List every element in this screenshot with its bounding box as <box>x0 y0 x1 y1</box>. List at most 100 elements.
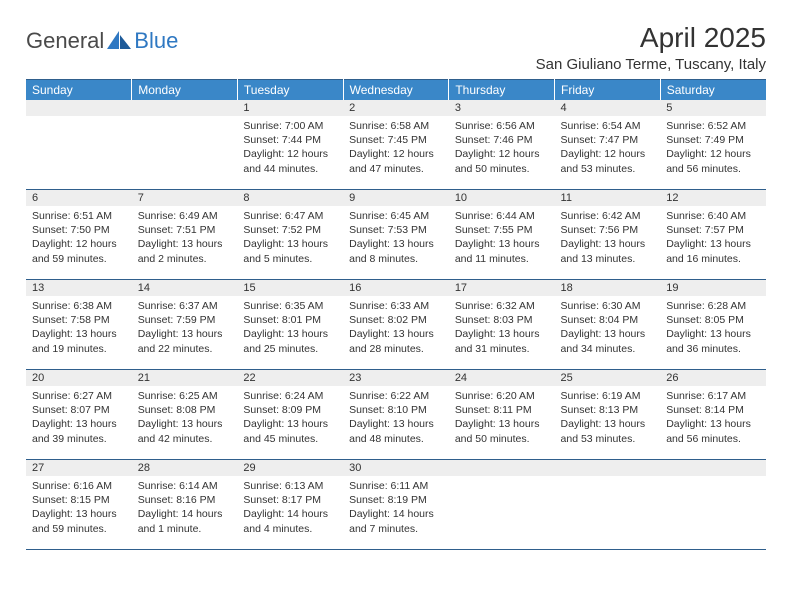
calendar-day-cell: 23 Sunrise: 6:22 AMSunset: 8:10 PMDayligh… <box>343 370 449 460</box>
daylight-line: Daylight: 13 hours and 19 minutes. <box>32 327 126 355</box>
day-number-strip: 23 <box>343 370 449 386</box>
day-number-strip: 10 <box>449 190 555 206</box>
sunset-line: Sunset: 8:19 PM <box>349 493 443 507</box>
sunset-line: Sunset: 8:02 PM <box>349 313 443 327</box>
sunset-line: Sunset: 8:15 PM <box>32 493 126 507</box>
sunrise-line: Sunrise: 6:33 AM <box>349 299 443 313</box>
day-body: Sunrise: 6:32 AMSunset: 8:03 PMDaylight:… <box>449 296 555 358</box>
day-number: 10 <box>449 192 467 204</box>
calendar-day-cell: 30Sunrise: 6:11 AMSunset: 8:19 PMDayligh… <box>343 460 449 550</box>
day-number-strip: 7 <box>132 190 238 206</box>
sunset-line: Sunset: 8:16 PM <box>138 493 232 507</box>
day-number: 17 <box>449 282 467 294</box>
day-number: 28 <box>132 462 150 474</box>
day-number-strip: 30 <box>343 460 449 476</box>
daylight-line: Daylight: 12 hours and 44 minutes. <box>243 147 337 175</box>
day-number: 22 <box>237 372 255 384</box>
day-number-strip: 28 <box>132 460 238 476</box>
day-number: 20 <box>26 372 44 384</box>
sunrise-line: Sunrise: 6:30 AM <box>561 299 655 313</box>
day-number-strip: 22 <box>237 370 343 386</box>
day-body: Sunrise: 6:20 AMSunset: 8:11 PMDaylight:… <box>449 386 555 448</box>
daylight-line: Daylight: 14 hours and 4 minutes. <box>243 507 337 535</box>
day-body: Sunrise: 6:37 AMSunset: 7:59 PMDaylight:… <box>132 296 238 358</box>
day-body: Sunrise: 6:19 AMSunset: 8:13 PMDaylight:… <box>555 386 661 448</box>
daylight-line: Daylight: 14 hours and 7 minutes. <box>349 507 443 535</box>
day-number: 26 <box>660 372 678 384</box>
calendar-day-cell: 3Sunrise: 6:56 AMSunset: 7:46 PMDaylight… <box>449 100 555 190</box>
calendar-day-cell <box>660 460 766 550</box>
day-body <box>26 116 132 121</box>
daylight-line: Daylight: 13 hours and 39 minutes. <box>32 417 126 445</box>
day-body: Sunrise: 6:33 AMSunset: 8:02 PMDaylight:… <box>343 296 449 358</box>
day-body: Sunrise: 6:25 AMSunset: 8:08 PMDaylight:… <box>132 386 238 448</box>
day-number: 9 <box>343 192 355 204</box>
sunset-line: Sunset: 8:07 PM <box>32 403 126 417</box>
day-number-strip <box>555 460 661 476</box>
day-body: Sunrise: 6:13 AMSunset: 8:17 PMDaylight:… <box>237 476 343 538</box>
weekday-header: Tuesday <box>237 80 343 101</box>
day-body: Sunrise: 6:17 AMSunset: 8:14 PMDaylight:… <box>660 386 766 448</box>
sunrise-line: Sunrise: 6:49 AM <box>138 209 232 223</box>
sunrise-line: Sunrise: 6:24 AM <box>243 389 337 403</box>
calendar-day-cell: 2Sunrise: 6:58 AMSunset: 7:45 PMDaylight… <box>343 100 449 190</box>
day-number: 1 <box>237 102 249 114</box>
day-number-strip: 26 <box>660 370 766 386</box>
daylight-line: Daylight: 13 hours and 22 minutes. <box>138 327 232 355</box>
sunrise-line: Sunrise: 6:37 AM <box>138 299 232 313</box>
day-body: Sunrise: 6:51 AMSunset: 7:50 PMDaylight:… <box>26 206 132 268</box>
sunset-line: Sunset: 8:11 PM <box>455 403 549 417</box>
calendar-week-row: 13Sunrise: 6:38 AMSunset: 7:58 PMDayligh… <box>26 280 766 370</box>
sunrise-line: Sunrise: 6:19 AM <box>561 389 655 403</box>
sunrise-line: Sunrise: 6:51 AM <box>32 209 126 223</box>
sunset-line: Sunset: 7:55 PM <box>455 223 549 237</box>
sunrise-line: Sunrise: 6:54 AM <box>561 119 655 133</box>
calendar-day-cell: 27Sunrise: 6:16 AMSunset: 8:15 PMDayligh… <box>26 460 132 550</box>
sunset-line: Sunset: 7:52 PM <box>243 223 337 237</box>
calendar-day-cell <box>449 460 555 550</box>
day-body: Sunrise: 6:14 AMSunset: 8:16 PMDaylight:… <box>132 476 238 538</box>
logo-sail-icon <box>107 31 131 49</box>
daylight-line: Daylight: 13 hours and 48 minutes. <box>349 417 443 445</box>
day-number-strip: 29 <box>237 460 343 476</box>
day-number-strip: 12 <box>660 190 766 206</box>
calendar-week-row: 1Sunrise: 7:00 AMSunset: 7:44 PMDaylight… <box>26 100 766 190</box>
sunset-line: Sunset: 7:59 PM <box>138 313 232 327</box>
day-number-strip: 13 <box>26 280 132 296</box>
calendar-day-cell: 5 Sunrise: 6:52 AMSunset: 7:49 PMDaylight… <box>660 100 766 190</box>
day-body: Sunrise: 6:52 AMSunset: 7:49 PMDaylight:… <box>660 116 766 178</box>
sunrise-line: Sunrise: 6:45 AM <box>349 209 443 223</box>
sunset-line: Sunset: 8:04 PM <box>561 313 655 327</box>
daylight-line: Daylight: 13 hours and 31 minutes. <box>455 327 549 355</box>
day-number-strip: 3 <box>449 100 555 116</box>
sunset-line: Sunset: 8:05 PM <box>666 313 760 327</box>
day-number: 6 <box>26 192 38 204</box>
logo: General Blue <box>26 22 178 54</box>
weekday-header: Sunday <box>26 80 132 101</box>
logo-text-blue: Blue <box>134 28 178 54</box>
day-number-strip: 25 <box>555 370 661 386</box>
calendar-week-row: 6 Sunrise: 6:51 AMSunset: 7:50 PMDaylight… <box>26 190 766 280</box>
daylight-line: Daylight: 13 hours and 56 minutes. <box>666 417 760 445</box>
daylight-line: Daylight: 13 hours and 42 minutes. <box>138 417 232 445</box>
sunset-line: Sunset: 8:14 PM <box>666 403 760 417</box>
daylight-line: Daylight: 13 hours and 53 minutes. <box>561 417 655 445</box>
day-number-strip: 20 <box>26 370 132 386</box>
day-number: 24 <box>449 372 467 384</box>
day-body: Sunrise: 6:45 AMSunset: 7:53 PMDaylight:… <box>343 206 449 268</box>
calendar-day-cell: 15Sunrise: 6:35 AMSunset: 8:01 PMDayligh… <box>237 280 343 370</box>
day-number-strip: 16 <box>343 280 449 296</box>
calendar-day-cell: 1Sunrise: 7:00 AMSunset: 7:44 PMDaylight… <box>237 100 343 190</box>
daylight-line: Daylight: 13 hours and 34 minutes. <box>561 327 655 355</box>
day-body: Sunrise: 6:22 AMSunset: 8:10 PMDaylight:… <box>343 386 449 448</box>
day-number-strip: 8 <box>237 190 343 206</box>
day-body: Sunrise: 6:35 AMSunset: 8:01 PMDaylight:… <box>237 296 343 358</box>
day-body <box>555 476 661 481</box>
calendar-day-cell: 18Sunrise: 6:30 AMSunset: 8:04 PMDayligh… <box>555 280 661 370</box>
weekday-header: Saturday <box>660 80 766 101</box>
day-number: 5 <box>660 102 672 114</box>
location-subtitle: San Giuliano Terme, Tuscany, Italy <box>536 56 766 73</box>
day-number: 23 <box>343 372 361 384</box>
day-body <box>132 116 238 121</box>
sunrise-line: Sunrise: 6:14 AM <box>138 479 232 493</box>
